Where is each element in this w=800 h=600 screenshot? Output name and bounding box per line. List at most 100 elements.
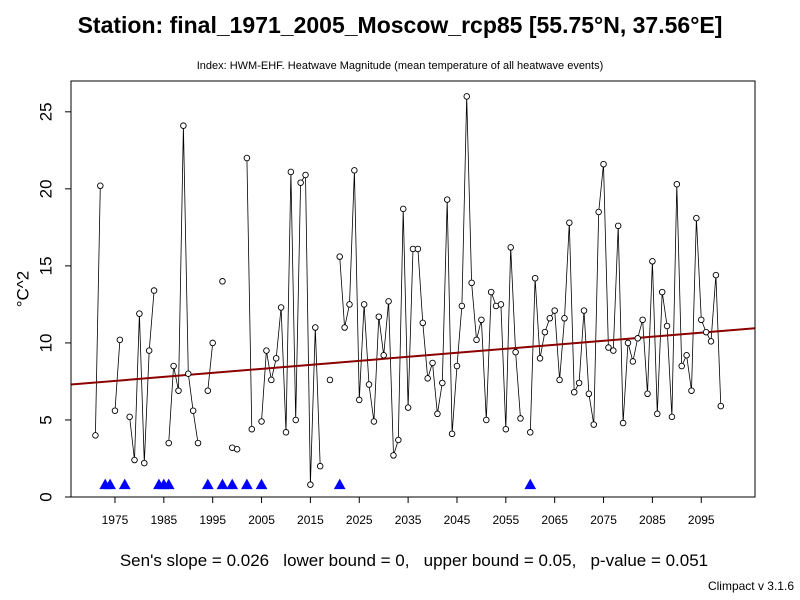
data-point [712, 271, 720, 279]
triangle-marker [118, 478, 131, 490]
series-line [129, 290, 155, 464]
data-point [439, 379, 446, 387]
data-point [678, 362, 685, 370]
data-point [561, 315, 568, 322]
data-point [448, 430, 456, 438]
data-point [487, 288, 495, 296]
y-tick-label: 25 [36, 102, 55, 121]
data-point [605, 344, 612, 351]
data-point [580, 307, 588, 314]
data-point [668, 413, 676, 421]
data-point [346, 301, 353, 308]
data-point [356, 396, 363, 404]
data-point [258, 418, 265, 425]
data-point [370, 418, 378, 425]
data-point [453, 362, 461, 370]
data-point [463, 93, 470, 100]
data-point [575, 379, 583, 387]
chart-title: Station: final_1971_2005_Moscow_rcp85 [5… [77, 12, 723, 38]
data-point [624, 339, 632, 347]
data-point [702, 328, 710, 336]
data-point [468, 279, 475, 287]
data-point [404, 404, 412, 411]
data-point [654, 410, 661, 418]
data-point [536, 355, 544, 362]
series-line [168, 125, 199, 444]
plot-frame [70, 80, 756, 498]
data-point [698, 316, 705, 324]
x-tick-label: 2025 [346, 513, 373, 527]
series-line [246, 157, 253, 430]
data-point [663, 322, 671, 330]
data-point [497, 301, 505, 308]
data-point [395, 436, 402, 444]
triangle-marker [255, 478, 268, 490]
data-point [424, 375, 431, 382]
data-point [287, 168, 295, 176]
bounds-text: lower bound = 0, upper bound = 0.05, p-v… [283, 551, 709, 570]
data-point [365, 381, 373, 388]
trend-line [70, 327, 756, 386]
data-point [419, 319, 427, 327]
data-point [507, 244, 514, 251]
series-line [529, 164, 722, 433]
data-point [97, 182, 104, 190]
data-point [282, 429, 290, 436]
data-point [649, 258, 656, 265]
triangle-marker [524, 478, 537, 490]
trend-statistics: Sen's slope = 0.026 lower bound = 0, upp… [0, 551, 800, 571]
series-line [261, 171, 321, 485]
data-point [165, 439, 172, 447]
data-point [590, 421, 598, 428]
data-point [512, 348, 519, 356]
y-tick-label: 10 [36, 333, 55, 352]
data-point [585, 390, 593, 398]
data-point [175, 387, 182, 394]
data-point [150, 287, 158, 294]
data-point [141, 459, 148, 467]
data-point [209, 339, 216, 347]
data-point [316, 462, 324, 470]
triangle-marker [241, 478, 253, 490]
y-tick-label: 0 [36, 492, 55, 501]
x-tick-label: 1995 [199, 513, 226, 527]
series-line [207, 342, 214, 391]
data-point [116, 336, 124, 344]
data-point [707, 338, 715, 345]
data-point [688, 387, 695, 394]
y-tick-label: 20 [36, 179, 55, 198]
data-point [204, 387, 212, 394]
data-point [233, 445, 241, 453]
data-point [170, 362, 177, 370]
data-point [414, 245, 422, 253]
data-point [380, 352, 387, 359]
y-tick-label: 5 [36, 415, 55, 424]
plot-area [70, 93, 756, 490]
axis-ticks: 1975 1985 1995 2005 2015 2025 2035 2045 2055 2065… [36, 102, 714, 527]
data-point [297, 179, 304, 186]
x-tick-label: 2035 [395, 513, 422, 527]
data-point [180, 122, 187, 129]
x-tick-label: 2065 [541, 513, 568, 527]
series-line [114, 339, 121, 411]
data-point [619, 419, 627, 427]
data-point [194, 439, 202, 447]
data-point [268, 376, 275, 384]
data-point [145, 347, 153, 354]
data-point [717, 402, 725, 410]
data-point [595, 208, 602, 216]
data-point [351, 167, 358, 174]
data-point [375, 313, 383, 320]
data-point [92, 432, 99, 439]
data-point [614, 222, 622, 230]
data-point [639, 316, 646, 324]
data-point [478, 316, 485, 324]
data-point [531, 274, 539, 282]
data-point [326, 376, 334, 384]
x-tick-label: 2055 [492, 513, 519, 527]
data-point [434, 410, 441, 418]
data-point [673, 180, 681, 188]
data-point [644, 390, 651, 398]
data-point [429, 359, 436, 367]
